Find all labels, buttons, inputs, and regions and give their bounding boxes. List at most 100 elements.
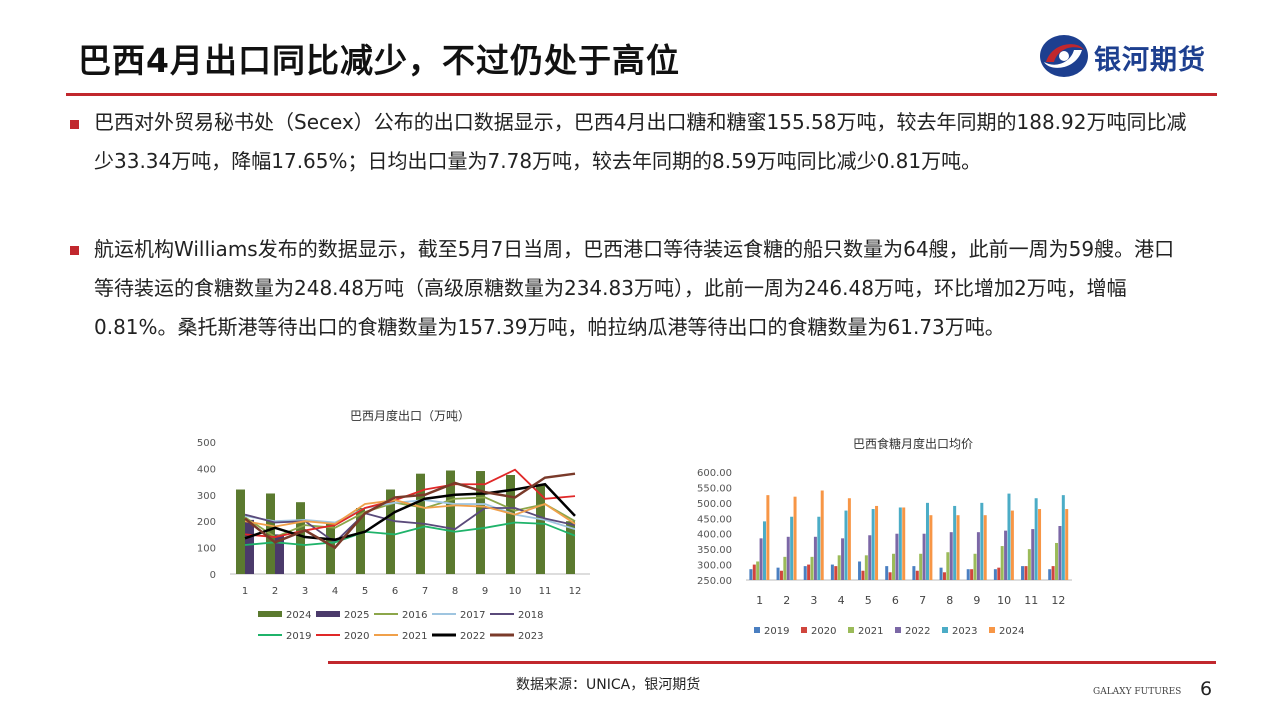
- footer-brand: GALAXY FUTURES: [1093, 687, 1182, 697]
- y-tick-label: 600.00: [697, 468, 732, 479]
- bar-2022: [813, 536, 817, 580]
- bar-2024: [956, 515, 960, 580]
- legend-label-2022: 2022: [460, 631, 485, 642]
- legend-label-2021: 2021: [402, 631, 427, 642]
- legend-swatch-2020: [801, 627, 807, 633]
- x-tick-label: 12: [569, 586, 582, 597]
- bar-2022: [895, 533, 899, 580]
- legend-label-2018: 2018: [518, 610, 543, 621]
- y-tick-label: 550.00: [697, 483, 732, 494]
- bar-2022: [922, 533, 926, 580]
- bar-2023: [844, 510, 848, 580]
- x-tick-label: 8: [946, 594, 953, 607]
- x-tick-label: 4: [838, 594, 845, 607]
- legend-label-2019: 2019: [286, 631, 311, 642]
- bar-2024: [566, 521, 575, 574]
- y-tick-label: 500: [197, 438, 216, 449]
- bar-2020: [752, 564, 756, 580]
- line-2022: [244, 482, 576, 541]
- y-tick-label: 200: [197, 517, 216, 528]
- bar-2020: [834, 566, 838, 580]
- bar-2019: [749, 569, 753, 580]
- bar-2022: [949, 532, 953, 580]
- legend-swatch-2019: [754, 627, 760, 633]
- legend-label-2016: 2016: [402, 610, 427, 621]
- page-number: 6: [1200, 678, 1213, 700]
- bar-2023: [762, 521, 766, 580]
- paragraph-export: 巴西对外贸易秘书处（Secex）公布的出口数据显示，巴西4月出口糖和糖蜜155.…: [94, 110, 1187, 173]
- bar-2020: [779, 570, 783, 580]
- y-tick-label: 0: [210, 570, 216, 581]
- line-2018: [244, 507, 576, 544]
- bar-2021: [783, 556, 787, 580]
- bar-2019: [885, 566, 889, 580]
- bar-2022: [1004, 530, 1008, 580]
- legend-swatch-2024: [989, 627, 995, 633]
- company-logo: 银河期货: [1038, 32, 1228, 80]
- x-tick-label: 9: [482, 586, 488, 597]
- bar-2021: [919, 553, 923, 580]
- bar-2024: [929, 515, 933, 580]
- bar-2022: [841, 538, 845, 580]
- bar-2023: [790, 516, 794, 580]
- bar-2020: [807, 564, 811, 580]
- legend-swatch-2022: [895, 627, 901, 633]
- galaxy-swirl-icon: [1040, 35, 1088, 77]
- bar-2023: [1007, 493, 1011, 580]
- y-tick-label: 100: [197, 544, 216, 555]
- legend-label-2023: 2023: [518, 631, 543, 642]
- bar-2020: [970, 569, 974, 580]
- bar-2025: [275, 534, 284, 574]
- legend-label-2020: 2020: [344, 631, 369, 642]
- bar-2024: [296, 502, 305, 574]
- y-tick-label: 500.00: [697, 499, 732, 510]
- bar-2024: [476, 471, 485, 574]
- bar-2021: [973, 553, 977, 580]
- x-tick-label: 10: [509, 586, 522, 597]
- x-tick-label: 11: [539, 586, 552, 597]
- bar-2020: [915, 570, 919, 580]
- legend-label-2024: 2024: [286, 610, 311, 621]
- bar-2021: [946, 552, 950, 580]
- legend-swatch-2025: [316, 611, 340, 617]
- bar-2019: [858, 561, 862, 580]
- legend-label-2021: 2021: [858, 626, 883, 637]
- footer-divider: [328, 661, 1216, 664]
- bar-2019: [776, 567, 780, 580]
- paragraph-shipping: 航运机构Williams发布的数据显示，截至5月7日当周，巴西港口等待装运食糖的…: [94, 237, 1175, 339]
- bar-2020: [861, 570, 865, 580]
- bar-2021: [837, 555, 841, 580]
- x-tick-label: 2: [272, 586, 278, 597]
- export-price-chart: 巴西食糖月度出口均价 250.00 300.00 350.00 400.00 450.00…: [697, 436, 1072, 637]
- line-2023: [244, 472, 576, 550]
- bullet-marker: [70, 120, 79, 129]
- bar-2024: [847, 498, 851, 580]
- bar-2019: [993, 569, 997, 580]
- bar-2021: [1055, 542, 1059, 580]
- x-tick-label: 6: [392, 586, 398, 597]
- x-tick-label: 5: [865, 594, 872, 607]
- bar-2024: [766, 495, 770, 580]
- y-tick-label: 300.00: [697, 561, 732, 572]
- bar-2024: [356, 508, 365, 574]
- bar-2019: [1048, 569, 1052, 580]
- line-2017: [244, 499, 576, 530]
- bar-2023: [1061, 495, 1065, 580]
- bar-2024: [875, 505, 879, 580]
- y-tick-label: 400.00: [697, 530, 732, 541]
- title-divider: [66, 93, 1217, 96]
- bar-2024: [1065, 509, 1069, 580]
- bar-2024: [386, 489, 395, 574]
- bar-2024: [983, 515, 987, 580]
- bar-2021: [892, 553, 896, 580]
- bar-2024: [236, 489, 245, 574]
- logo-text: 银河期货: [1094, 45, 1206, 76]
- bar-2020: [997, 567, 1001, 580]
- x-tick-label: 6: [892, 594, 899, 607]
- chart-title: 巴西月度出口（万吨）: [350, 408, 470, 423]
- bar-2021: [1000, 546, 1004, 580]
- x-tick-label: 8: [452, 586, 458, 597]
- bar-2023: [1034, 498, 1038, 580]
- x-tick-label: 12: [1051, 594, 1065, 607]
- bar-2024: [326, 523, 335, 574]
